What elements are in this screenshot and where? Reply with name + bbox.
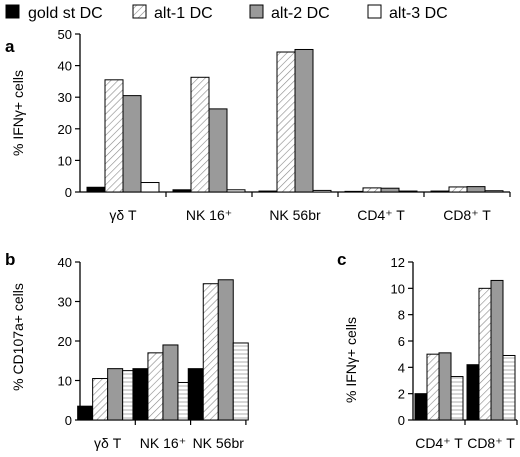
panel-b-bar-alt1 <box>147 352 164 421</box>
panel-c-ytick-label: 6 <box>398 334 405 349</box>
panel-a-ytick-label: 30 <box>58 90 72 105</box>
panel-c-bar-gold <box>414 393 428 421</box>
panel-a-ylabel: % IFNγ+ cells <box>10 70 26 156</box>
panel-a-bar-alt1 <box>190 76 210 193</box>
panel-c-bar-gold <box>466 364 480 421</box>
panel-a-bar-alt1 <box>276 51 296 193</box>
panel-b-ytick-label: 40 <box>58 255 72 270</box>
panel-b-bar-alt2 <box>217 279 234 421</box>
legend-label-alt2: alt-2 DC <box>271 5 330 22</box>
panel-a-ytick-label: 10 <box>58 153 72 168</box>
panel-a-bar-alt3 <box>226 189 246 193</box>
panel-a-category-label: NK 56br <box>269 207 321 223</box>
panel-a-bar-alt2 <box>208 108 228 193</box>
panel-a-category-label: γδ T <box>109 207 137 223</box>
legend-item-alt1: alt-1 DC <box>132 4 213 22</box>
panel-c-ytick-label: 2 <box>398 387 405 402</box>
panel-label-c: c <box>337 250 346 269</box>
panel-c-ytick-label: 8 <box>398 308 405 323</box>
panel-b-bar-gold <box>77 405 94 421</box>
panel-b-chart: 0 10 20 30 40 γδ T NK 16⁺ NK 56br <box>58 255 249 451</box>
panel-b-ylabel: % CD107a+ cells <box>10 283 26 391</box>
panel-b-ytick-label: 20 <box>58 334 72 349</box>
panel-a-category-label: NK 16⁺ <box>186 207 232 223</box>
panel-a-ytick-label: 40 <box>58 59 72 74</box>
legend: gold st DC alt-1 DC alt-2 DC alt-3 DC <box>5 4 448 22</box>
panel-a-bar-gold <box>344 190 364 193</box>
panel-b-category-label: γδ T <box>94 435 122 451</box>
panel-label-a: a <box>5 37 15 56</box>
panel-b-category-label: NK 56br <box>193 435 245 451</box>
panel-c-ytick-label: 10 <box>391 281 405 296</box>
panel-b-bar-alt1 <box>202 283 219 421</box>
panel-c-ylabel: % IFNγ+ cells <box>343 317 359 403</box>
panel-c-category-label: CD4⁺ T <box>415 435 463 451</box>
panel-b-ytick-label: 10 <box>58 374 72 389</box>
legend-item-alt3: alt-3 DC <box>367 4 448 22</box>
panel-a-chart: 0 10 20 30 40 50 γδ T NK 16⁺ NK 56br CD4⁺ T CD8⁺ T <box>58 27 511 223</box>
panel-b-bar-gold <box>187 368 204 421</box>
panel-c-bar-alt1 <box>478 287 492 421</box>
legend-label-alt1: alt-1 DC <box>154 5 213 22</box>
panel-a-bar-alt2 <box>294 48 314 193</box>
panel-c-bar-alt3 <box>502 354 516 421</box>
panel-a-bar-gold <box>258 190 278 193</box>
panel-a-bar-alt1 <box>104 79 124 193</box>
panel-a-bar-alt1 <box>362 187 382 193</box>
panel-label-b: b <box>5 250 15 269</box>
legend-item-gold: gold st DC <box>5 4 103 22</box>
panel-c-bar-alt2 <box>438 352 452 421</box>
panel-c-bar-alt2 <box>490 279 504 421</box>
panel-b-category-label: NK 16⁺ <box>140 435 186 451</box>
panel-c-ytick-label: 0 <box>398 413 405 428</box>
panel-a-bar-alt2 <box>122 95 142 193</box>
panel-b-bar-alt2 <box>162 344 179 421</box>
panel-a-ytick-label: 20 <box>58 122 72 137</box>
panel-a-bar-gold <box>430 190 450 193</box>
panel-a-ytick-label: 0 <box>65 185 72 200</box>
panel-a-bar-alt3 <box>484 190 504 193</box>
panel-a-bar-alt3 <box>312 189 332 193</box>
panel-a-category-label: CD8⁺ T <box>443 207 491 223</box>
panel-a-bar-gold <box>86 186 106 193</box>
panel-a-category-label: CD4⁺ T <box>357 207 405 223</box>
legend-swatch-alt3 <box>367 4 382 19</box>
panel-a-bar-gold <box>172 189 192 193</box>
panel-a-bar-alt3 <box>398 190 418 193</box>
legend-item-alt2: alt-2 DC <box>249 4 330 22</box>
panel-a-bar-alt1 <box>448 186 468 193</box>
panel-b-bar-alt2 <box>107 368 124 421</box>
panel-c-category-label: CD8⁺ T <box>467 435 515 451</box>
panel-a-ytick-label: 50 <box>58 27 72 42</box>
panel-b-bar-alt1 <box>92 378 109 421</box>
legend-swatch-alt1 <box>132 4 147 19</box>
panel-a-bar-alt2 <box>466 186 486 193</box>
panel-c-bar-alt3 <box>450 376 464 421</box>
panel-b-bar-gold <box>132 368 149 421</box>
panel-b-bar-alt3 <box>232 342 249 421</box>
panel-c-chart: 0 2 4 6 8 10 12 CD4⁺ T CD8⁺ T <box>391 255 518 451</box>
legend-label-alt3: alt-3 DC <box>389 5 448 22</box>
panel-a-bar-alt3 <box>140 182 160 193</box>
legend-swatch-alt2 <box>249 4 264 19</box>
panel-b-ytick-label: 0 <box>65 413 72 428</box>
panel-b-ytick-label: 30 <box>58 295 72 310</box>
panel-c-bar-alt1 <box>426 353 440 421</box>
panel-c-ytick-label: 12 <box>391 255 405 270</box>
legend-swatch-gold <box>5 4 20 19</box>
panel-a-bar-alt2 <box>380 187 400 193</box>
panel-c-ytick-label: 4 <box>398 360 405 375</box>
legend-label-gold: gold st DC <box>28 5 103 22</box>
